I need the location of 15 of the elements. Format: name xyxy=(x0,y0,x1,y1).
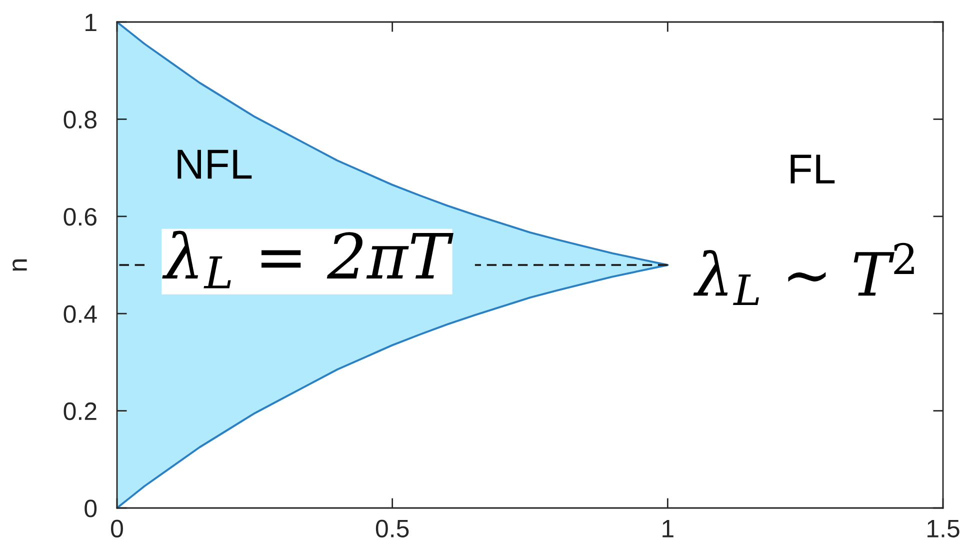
y-tick-label: 0.4 xyxy=(64,305,97,323)
y-tick-label: 0.2 xyxy=(64,402,96,420)
annotation: NFL xyxy=(178,150,252,179)
x-tick-label: 0 xyxy=(111,520,123,538)
y-tick-label: 0 xyxy=(84,500,97,518)
y-tick-label: 1 xyxy=(86,14,96,32)
x-tick-label: 1.5 xyxy=(928,520,960,538)
x-tick-label: 1 xyxy=(662,520,674,538)
y-tick-label: 0.8 xyxy=(64,110,96,129)
y-tick-label: 0.6 xyxy=(64,208,96,226)
y-axis-title: n xyxy=(12,259,27,271)
x-tick-label: 0.5 xyxy=(376,520,409,538)
annotation: λ$_{L}$ ∼ T$^{2}$ xyxy=(693,242,914,305)
annotation: λ$_{L}$ = 2πT xyxy=(162,230,454,288)
annotation: FL xyxy=(790,154,835,184)
